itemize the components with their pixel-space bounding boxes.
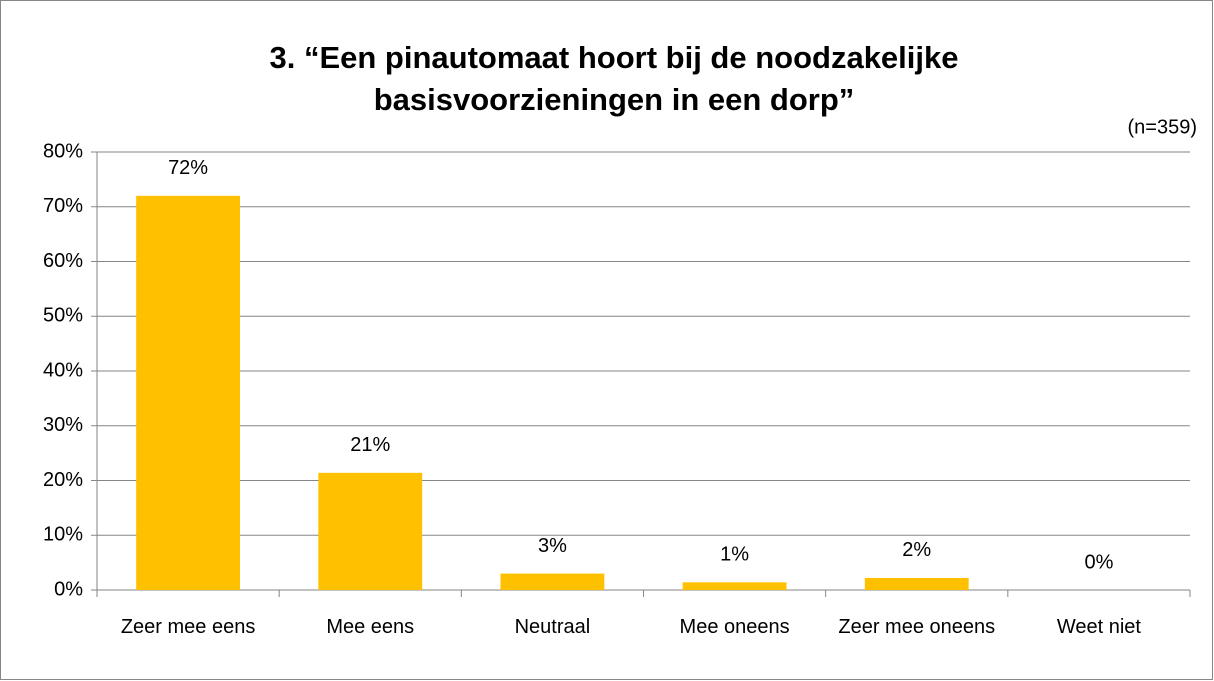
x-tick-label: Zeer mee eens: [120, 616, 256, 638]
x-tick-label: Weet niet: [1056, 616, 1141, 638]
y-tick-label: 50%: [43, 305, 83, 327]
y-tick-label: 20%: [43, 469, 83, 491]
chart-title: basisvoorzieningen in een dorp”: [374, 82, 855, 117]
data-label: 21%: [350, 434, 390, 456]
chart-title: 3. “Een pinautomaat hoort bij de noodzak…: [270, 40, 959, 75]
bar: [136, 195, 241, 591]
bar: [318, 472, 423, 590]
data-label: 0%: [1084, 551, 1113, 573]
y-tick-label: 0%: [54, 578, 83, 600]
annotation: (n=359): [1128, 116, 1198, 138]
bar: [864, 577, 969, 590]
x-tick-label: Mee oneens: [679, 616, 790, 638]
x-tick-label: Zeer mee oneens: [838, 616, 996, 638]
data-label: 1%: [720, 544, 749, 566]
data-label: 72%: [168, 157, 208, 179]
y-tick-label: 80%: [43, 140, 83, 162]
y-tick-label: 40%: [43, 359, 83, 381]
y-tick-label: 30%: [43, 414, 83, 436]
data-label: 2%: [902, 539, 931, 561]
bar: [500, 573, 605, 590]
bar: [682, 582, 787, 590]
x-tick-label: Neutraal: [514, 616, 591, 638]
x-tick-label: Mee eens: [326, 616, 415, 638]
y-tick-label: 60%: [43, 250, 83, 272]
y-tick-label: 10%: [43, 524, 83, 546]
data-label: 3%: [538, 535, 567, 557]
y-tick-label: 70%: [43, 195, 83, 217]
